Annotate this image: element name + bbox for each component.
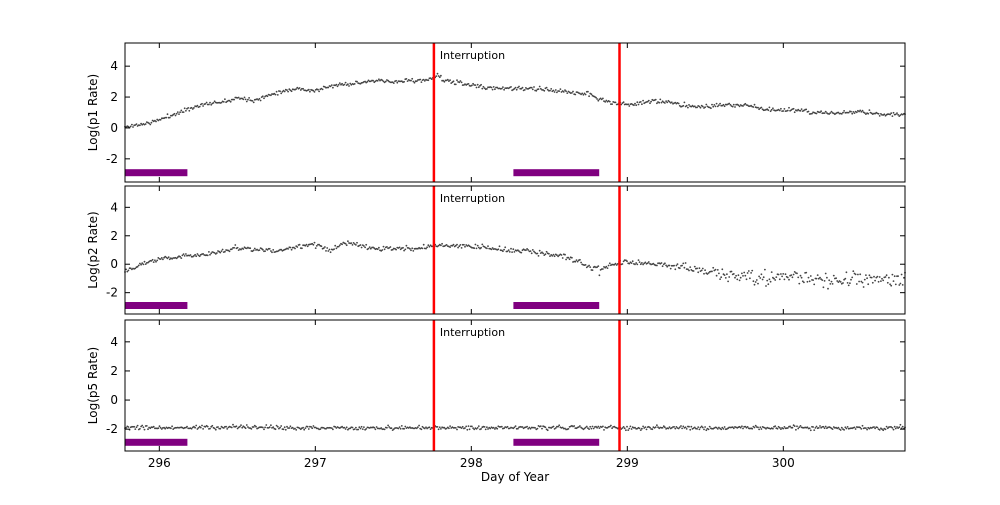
panel-p5: Interruption 296 297 298 299 300 -2 0 2 4 <box>106 319 906 470</box>
x-tick-label: 296 <box>148 456 171 470</box>
interruption-label: Interruption <box>440 192 505 205</box>
interruption-label: Interruption <box>440 49 505 62</box>
y-tick-label: -2 <box>106 152 118 166</box>
x-tick-label: 297 <box>304 456 327 470</box>
x-tick-label: 298 <box>460 456 483 470</box>
y-tick-label: 2 <box>110 364 118 378</box>
y-tick-label: 0 <box>110 393 118 407</box>
y-tick-label: 4 <box>110 335 118 349</box>
y-tick-label: 2 <box>110 229 118 243</box>
y-tick-label: 0 <box>110 121 118 135</box>
interruption-label: Interruption <box>440 326 505 339</box>
plot-frame <box>124 42 906 183</box>
x-axis-label: Day of Year <box>481 470 549 484</box>
coverage-bar <box>513 302 600 309</box>
y-tick-label: 4 <box>110 200 118 214</box>
coverage-bar <box>125 302 188 309</box>
coverage-bar <box>125 169 188 177</box>
plot-frame <box>124 185 906 315</box>
x-tick-label: 300 <box>772 456 795 470</box>
x-tick-label: 299 <box>616 456 639 470</box>
panel-p2: Interruption -2 0 2 4 <box>106 185 906 315</box>
y-axis-label-p5: Log(p5 Rate) <box>86 347 100 424</box>
y-tick-label: -2 <box>106 286 118 300</box>
scatter-series-p2 <box>124 240 906 290</box>
y-axis-label-p1: Log(p1 Rate) <box>86 74 100 151</box>
plot-frame <box>124 319 906 452</box>
coverage-bar <box>513 169 600 177</box>
y-tick-label: -2 <box>106 422 118 436</box>
coverage-bar <box>125 438 188 446</box>
panel-p1: Interruption -2 0 2 4 <box>106 42 906 183</box>
y-tick-label: 2 <box>110 90 118 104</box>
panels-group: Interruption-2024Interruption-2024Interr… <box>106 42 906 470</box>
y-tick-label: 0 <box>110 257 118 271</box>
y-axis-label-p2: Log(p2 Rate) <box>86 211 100 288</box>
coverage-bar <box>513 438 600 446</box>
scatter-series-p5 <box>124 423 906 432</box>
y-tick-label: 4 <box>110 59 118 73</box>
scatter-series-p1 <box>124 72 906 129</box>
